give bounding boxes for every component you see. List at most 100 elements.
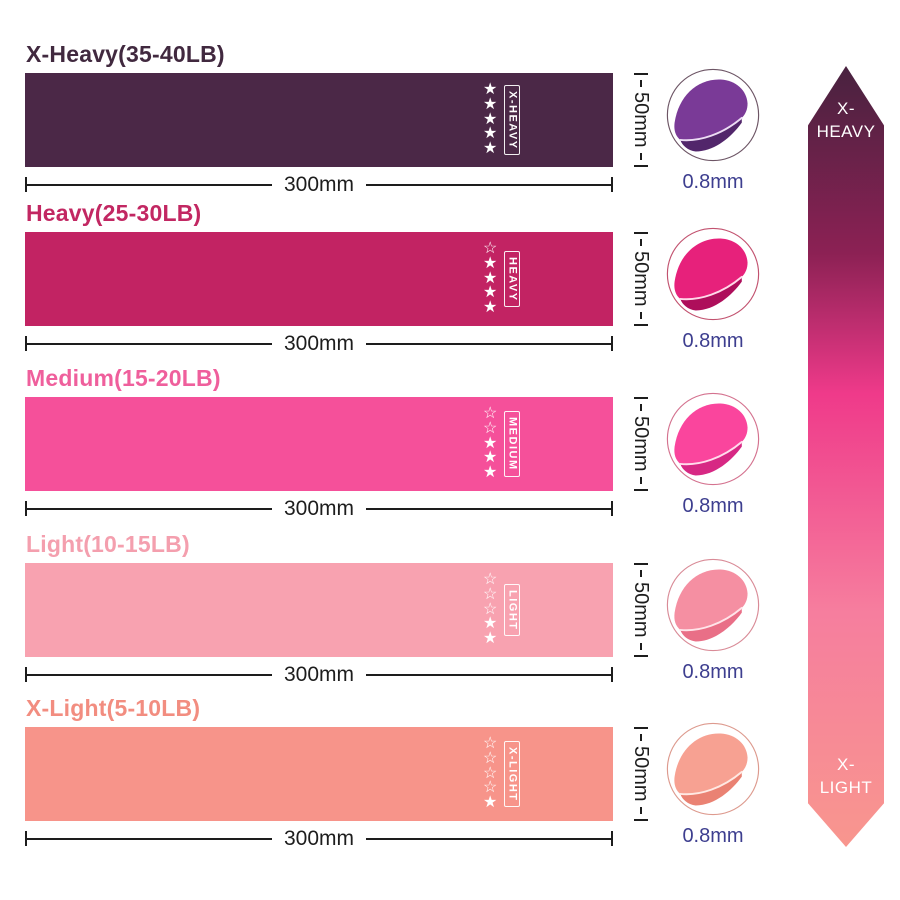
- band-badge-group: ☆ ★ ★ ★ ★ HEAVY: [483, 232, 521, 326]
- star-outline-icon: ☆: [483, 600, 498, 618]
- width-dimension: 300mm: [25, 828, 613, 849]
- dimension-tick: [25, 177, 27, 192]
- dimension-line: [640, 153, 642, 161]
- dimension-tick: [611, 667, 613, 682]
- dimension-line: [640, 733, 642, 741]
- band-fold-top-surface: [674, 238, 748, 300]
- dimension-tick: [634, 818, 648, 821]
- dimension-tick: [611, 336, 613, 351]
- dimension-line: [640, 312, 642, 320]
- thickness-detail: 0.8mm: [665, 391, 761, 516]
- band-title: Heavy(25-30LB): [26, 200, 202, 226]
- band-fold-top-surface: [674, 569, 748, 631]
- thickness-label: 0.8mm: [682, 825, 744, 847]
- dimension-line: [640, 807, 642, 815]
- band-row: X-Light(5-10LB) ☆ ☆ ☆ ☆ ★ X-LIGHT 300mm 50mm: [25, 695, 885, 849]
- dimension-line: [366, 673, 611, 676]
- dimension-tick: [634, 488, 648, 491]
- thickness-label: 0.8mm: [682, 171, 744, 193]
- band-level-label: X-HEAVY: [504, 84, 521, 156]
- star-rating: ☆ ☆ ☆ ★ ★: [483, 571, 498, 648]
- star-outline-icon: ☆: [483, 571, 498, 588]
- dimension-tick: [611, 831, 613, 846]
- dimension-tick: [634, 73, 648, 75]
- band-fold-photo: [666, 558, 760, 652]
- band-row: X-Heavy(35-40LB) ★ ★ ★ ★ ★ X-HEAVY 300mm 50m…: [25, 41, 885, 195]
- star-filled-icon: ★: [483, 284, 498, 302]
- band-fold-top-surface: [674, 79, 748, 141]
- star-filled-icon: ★: [483, 269, 498, 287]
- star-outline-icon: ☆: [483, 779, 498, 797]
- band-badge-group: ☆ ☆ ★ ★ ★ MEDIUM: [483, 397, 521, 491]
- width-dimension-label: 300mm: [283, 173, 355, 196]
- band-fold-photo: [666, 68, 760, 162]
- star-outline-icon: ☆: [483, 735, 498, 752]
- band-fold-edge-highlight: [679, 440, 743, 466]
- resistance-band-bar: ☆ ☆ ☆ ★ ★ LIGHT: [25, 563, 613, 657]
- dimension-line: [640, 569, 642, 577]
- band-fold-top-surface: [674, 733, 748, 795]
- thickness-detail: 0.8mm: [665, 226, 761, 351]
- dimension-tick: [634, 232, 648, 234]
- dimension-line: [640, 238, 642, 246]
- dimension-line: [640, 79, 642, 87]
- star-outline-icon: ☆: [483, 585, 498, 603]
- height-dimension-label: 50mm: [630, 92, 652, 148]
- scale-arrow-top-line1: X-: [837, 99, 855, 118]
- band-title: Medium(15-20LB): [26, 365, 221, 391]
- star-filled-icon: ★: [483, 95, 498, 113]
- dimension-line: [366, 183, 611, 186]
- scale-arrow-bottom-label: X- LIGHT: [808, 754, 884, 800]
- thickness-label: 0.8mm: [682, 495, 744, 517]
- dimension-line: [640, 477, 642, 485]
- star-outline-icon: ☆: [483, 240, 498, 257]
- star-filled-icon: ★: [483, 140, 498, 158]
- star-filled-icon: ★: [483, 125, 498, 143]
- dimension-tick: [634, 397, 648, 399]
- star-filled-icon: ★: [483, 794, 498, 812]
- star-filled-icon: ★: [483, 110, 498, 128]
- dimension-line: [27, 673, 272, 676]
- dimension-tick: [25, 336, 27, 351]
- dimension-line: [27, 342, 272, 345]
- dimension-tick: [25, 667, 27, 682]
- band-fold-underside: [680, 117, 742, 152]
- resistance-band-bar: ☆ ★ ★ ★ ★ HEAVY: [25, 232, 613, 326]
- star-filled-icon: ★: [483, 254, 498, 272]
- band-badge-group: ★ ★ ★ ★ ★ X-HEAVY: [483, 73, 521, 167]
- dimension-tick: [25, 831, 27, 846]
- thickness-detail: 0.8mm: [665, 557, 761, 682]
- band-row: Heavy(25-30LB) ☆ ★ ★ ★ ★ HEAVY 300mm 50mm: [25, 200, 885, 354]
- dimension-tick: [634, 727, 648, 729]
- band-level-label: X-LIGHT: [504, 740, 521, 808]
- star-filled-icon: ★: [483, 434, 498, 452]
- thickness-detail: 0.8mm: [665, 721, 761, 846]
- band-level-label: HEAVY: [504, 250, 521, 308]
- band-fold-edge-highlight: [679, 770, 743, 796]
- band-row: Medium(15-20LB) ☆ ☆ ★ ★ ★ MEDIUM 300mm 50mm: [25, 365, 885, 519]
- height-dimension: 50mm: [630, 563, 652, 657]
- width-dimension: 300mm: [25, 333, 613, 354]
- dimension-tick: [634, 164, 648, 167]
- band-fold-underside: [680, 441, 742, 476]
- width-dimension: 300mm: [25, 498, 613, 519]
- band-fold-underside: [680, 607, 742, 642]
- resistance-band-bar: ☆ ☆ ★ ★ ★ MEDIUM: [25, 397, 613, 491]
- height-dimension-label: 50mm: [630, 746, 652, 802]
- height-dimension: 50mm: [630, 727, 652, 821]
- dimension-tick: [634, 323, 648, 326]
- scale-arrow-top-line2: HEAVY: [816, 121, 876, 141]
- width-dimension-label: 300mm: [283, 497, 355, 520]
- star-rating: ★ ★ ★ ★ ★: [483, 82, 498, 158]
- width-dimension-label: 300mm: [283, 332, 355, 355]
- height-dimension-label: 50mm: [630, 251, 652, 307]
- dimension-tick: [25, 501, 27, 516]
- band-fold-underside: [680, 771, 742, 806]
- dimension-line: [640, 643, 642, 651]
- band-row: Light(10-15LB) ☆ ☆ ☆ ★ ★ LIGHT 300mm 50mm: [25, 531, 885, 685]
- resistance-band-bar: ★ ★ ★ ★ ★ X-HEAVY: [25, 73, 613, 167]
- dimension-line: [27, 183, 272, 186]
- dimension-tick: [634, 654, 648, 657]
- star-filled-icon: ★: [483, 630, 498, 648]
- resistance-band-bar: ☆ ☆ ☆ ☆ ★ X-LIGHT: [25, 727, 613, 821]
